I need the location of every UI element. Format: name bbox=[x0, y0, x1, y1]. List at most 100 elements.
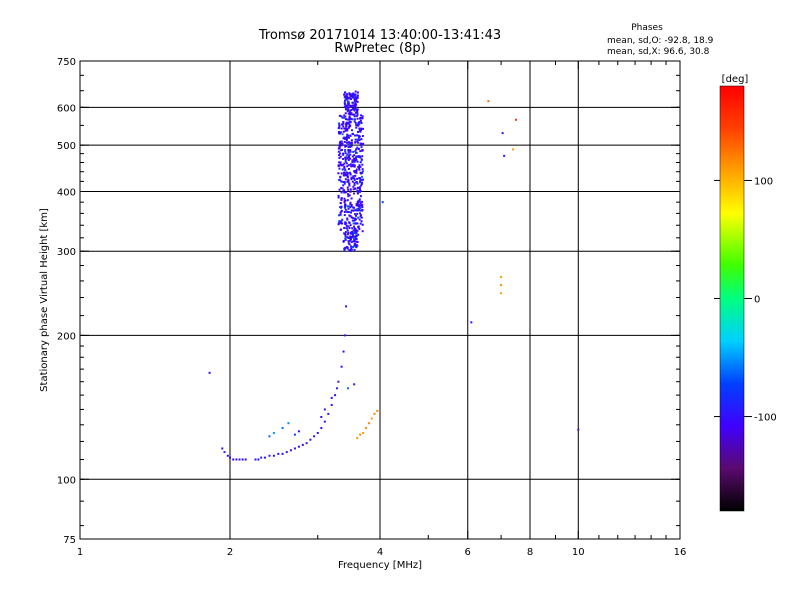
data-point bbox=[338, 146, 341, 149]
data-point bbox=[339, 176, 342, 179]
x-tick-label: 2 bbox=[227, 547, 233, 558]
data-point bbox=[346, 153, 349, 156]
data-point bbox=[350, 113, 353, 116]
data-point bbox=[358, 187, 361, 190]
x-tick-label: 1 bbox=[77, 547, 83, 558]
data-point bbox=[358, 218, 361, 221]
data-point bbox=[344, 191, 347, 194]
data-point bbox=[349, 215, 352, 218]
data-point bbox=[356, 177, 359, 180]
data-point bbox=[357, 155, 360, 158]
data-point bbox=[349, 203, 352, 206]
data-point bbox=[365, 427, 368, 430]
y-tick-label: 400 bbox=[57, 187, 76, 198]
data-point bbox=[349, 206, 352, 209]
data-point bbox=[351, 133, 354, 136]
data-point bbox=[354, 99, 357, 102]
data-point bbox=[351, 129, 354, 132]
data-point bbox=[355, 203, 358, 206]
data-point bbox=[272, 431, 275, 434]
data-point bbox=[359, 212, 362, 215]
data-point bbox=[289, 449, 292, 452]
data-point bbox=[355, 204, 358, 207]
data-point bbox=[346, 96, 349, 99]
data-point bbox=[353, 159, 356, 162]
data-point bbox=[344, 203, 347, 206]
data-point bbox=[356, 146, 359, 149]
data-point bbox=[360, 129, 363, 132]
data-point bbox=[346, 175, 349, 178]
y-tick-label: 600 bbox=[57, 103, 76, 114]
data-point bbox=[344, 174, 347, 177]
data-point bbox=[337, 222, 340, 225]
data-point bbox=[347, 104, 350, 107]
data-point bbox=[351, 94, 354, 97]
data-point bbox=[353, 98, 356, 101]
data-point bbox=[370, 417, 373, 420]
data-point bbox=[351, 180, 354, 183]
data-point bbox=[344, 238, 347, 241]
data-point bbox=[361, 206, 364, 209]
data-point bbox=[340, 140, 343, 143]
data-point bbox=[356, 244, 359, 247]
data-point bbox=[340, 197, 343, 200]
data-point bbox=[343, 247, 346, 250]
data-point bbox=[344, 112, 347, 115]
data-point bbox=[359, 209, 362, 212]
data-point bbox=[358, 200, 361, 203]
data-point bbox=[351, 165, 354, 168]
data-point bbox=[355, 214, 358, 217]
data-point bbox=[350, 141, 353, 144]
data-point bbox=[344, 156, 347, 159]
data-point bbox=[358, 120, 361, 123]
data-point bbox=[351, 232, 354, 235]
data-point bbox=[354, 90, 357, 93]
data-point bbox=[354, 169, 357, 172]
data-point bbox=[357, 207, 360, 210]
data-point bbox=[349, 163, 352, 166]
data-point bbox=[354, 217, 357, 220]
data-point bbox=[358, 123, 361, 126]
data-point bbox=[342, 239, 345, 242]
data-point bbox=[354, 96, 357, 99]
data-point bbox=[341, 187, 344, 190]
data-point bbox=[353, 184, 356, 187]
data-point bbox=[357, 141, 360, 144]
data-point bbox=[232, 458, 235, 461]
data-point bbox=[342, 157, 345, 160]
data-point bbox=[353, 245, 356, 248]
data-point bbox=[354, 121, 357, 124]
data-point bbox=[352, 209, 355, 212]
data-point bbox=[340, 180, 343, 183]
data-point bbox=[357, 208, 360, 211]
data-point bbox=[344, 208, 347, 211]
data-point bbox=[347, 237, 350, 240]
data-point bbox=[360, 138, 363, 141]
data-point bbox=[340, 205, 343, 208]
data-point bbox=[343, 182, 346, 185]
data-point bbox=[339, 228, 342, 231]
data-point bbox=[359, 214, 362, 217]
data-point bbox=[344, 158, 347, 161]
data-point bbox=[348, 125, 351, 128]
data-point bbox=[353, 237, 356, 240]
data-point bbox=[351, 233, 354, 236]
data-point bbox=[338, 132, 341, 135]
data-point bbox=[358, 188, 361, 191]
data-point bbox=[341, 222, 344, 225]
data-point bbox=[349, 95, 352, 98]
data-point bbox=[347, 126, 350, 129]
data-point bbox=[337, 131, 340, 134]
data-point bbox=[350, 165, 353, 168]
data-point bbox=[339, 149, 342, 152]
data-point bbox=[346, 172, 349, 175]
data-point bbox=[357, 186, 360, 189]
data-point bbox=[352, 188, 355, 191]
data-point bbox=[347, 100, 350, 103]
data-point bbox=[356, 94, 359, 97]
data-point bbox=[226, 454, 229, 457]
data-point bbox=[340, 123, 343, 126]
data-point bbox=[361, 223, 364, 226]
data-point bbox=[355, 98, 358, 101]
data-point bbox=[339, 161, 342, 164]
